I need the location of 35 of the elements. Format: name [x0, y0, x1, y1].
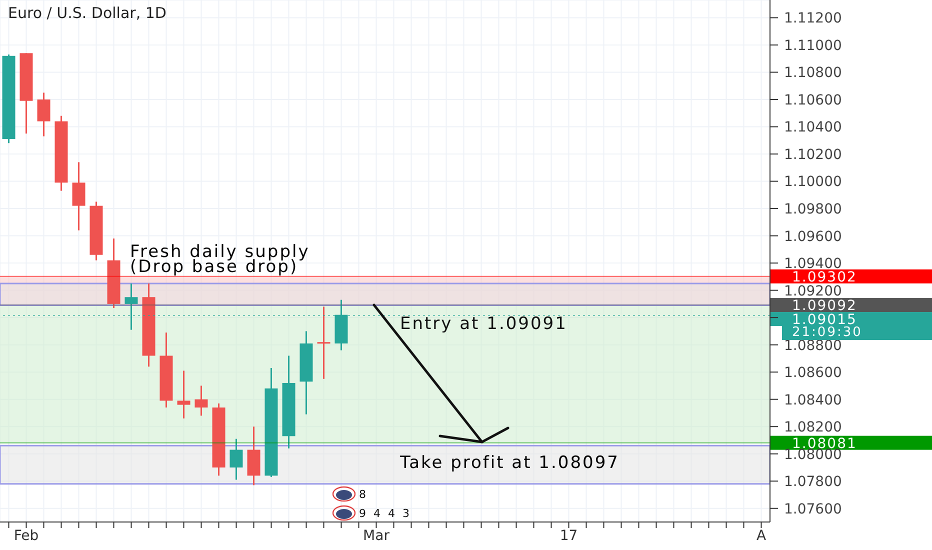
annotation: Entry at 1.09091 [400, 314, 568, 334]
y-tick-label: 1.09200 [784, 283, 842, 300]
candlestick [72, 161, 86, 232]
y-tick-label: 1.11000 [784, 38, 842, 54]
text: 21:09:30 [782, 325, 932, 340]
annotation: 8 [359, 488, 368, 500]
y-tick-label: 1.10400 [784, 120, 842, 136]
y-tick-label: 1.11200 [784, 10, 842, 27]
y-tick-label: 1.07800 [784, 474, 842, 490]
y-tick-label: 1.09600 [784, 228, 842, 245]
chart-title: Euro / U.S. Dollar, 1D [8, 4, 166, 22]
y-tick-label: 1.10800 [784, 65, 842, 82]
y-tick-label: 1.07600 [784, 501, 842, 518]
y-tick-label: 1.10600 [784, 92, 842, 108]
y-tick-label: 1.10000 [784, 174, 842, 190]
x-tick-label: 17 [560, 528, 578, 544]
candlestick [124, 282, 138, 331]
x-tick-label: Mar [363, 528, 390, 544]
band-label: Take profit at 1.08097 [400, 453, 620, 473]
y-tick-label: 1.10200 [784, 146, 842, 163]
y-tick-label: 1.08400 [784, 392, 842, 408]
y-tick-label: 1.08600 [784, 365, 842, 382]
ref-line-label: 1.09092 [792, 298, 857, 314]
annotation: 9 4 4 3 [359, 506, 412, 520]
y-tick-label: 1.08800 [784, 338, 842, 354]
y-tick-label: 1.08200 [784, 420, 842, 436]
candlestick [37, 92, 50, 138]
candlestick [177, 370, 190, 420]
y-tick-label: 1.09800 [784, 201, 842, 218]
x-tick-label: Feb [14, 528, 39, 544]
band-label: Fresh daily supply (Drop base drop) [130, 242, 310, 277]
candlestick [230, 438, 243, 480]
x-tick-label: A [756, 528, 766, 544]
candlestick [317, 306, 330, 380]
candlestick [194, 384, 208, 416]
